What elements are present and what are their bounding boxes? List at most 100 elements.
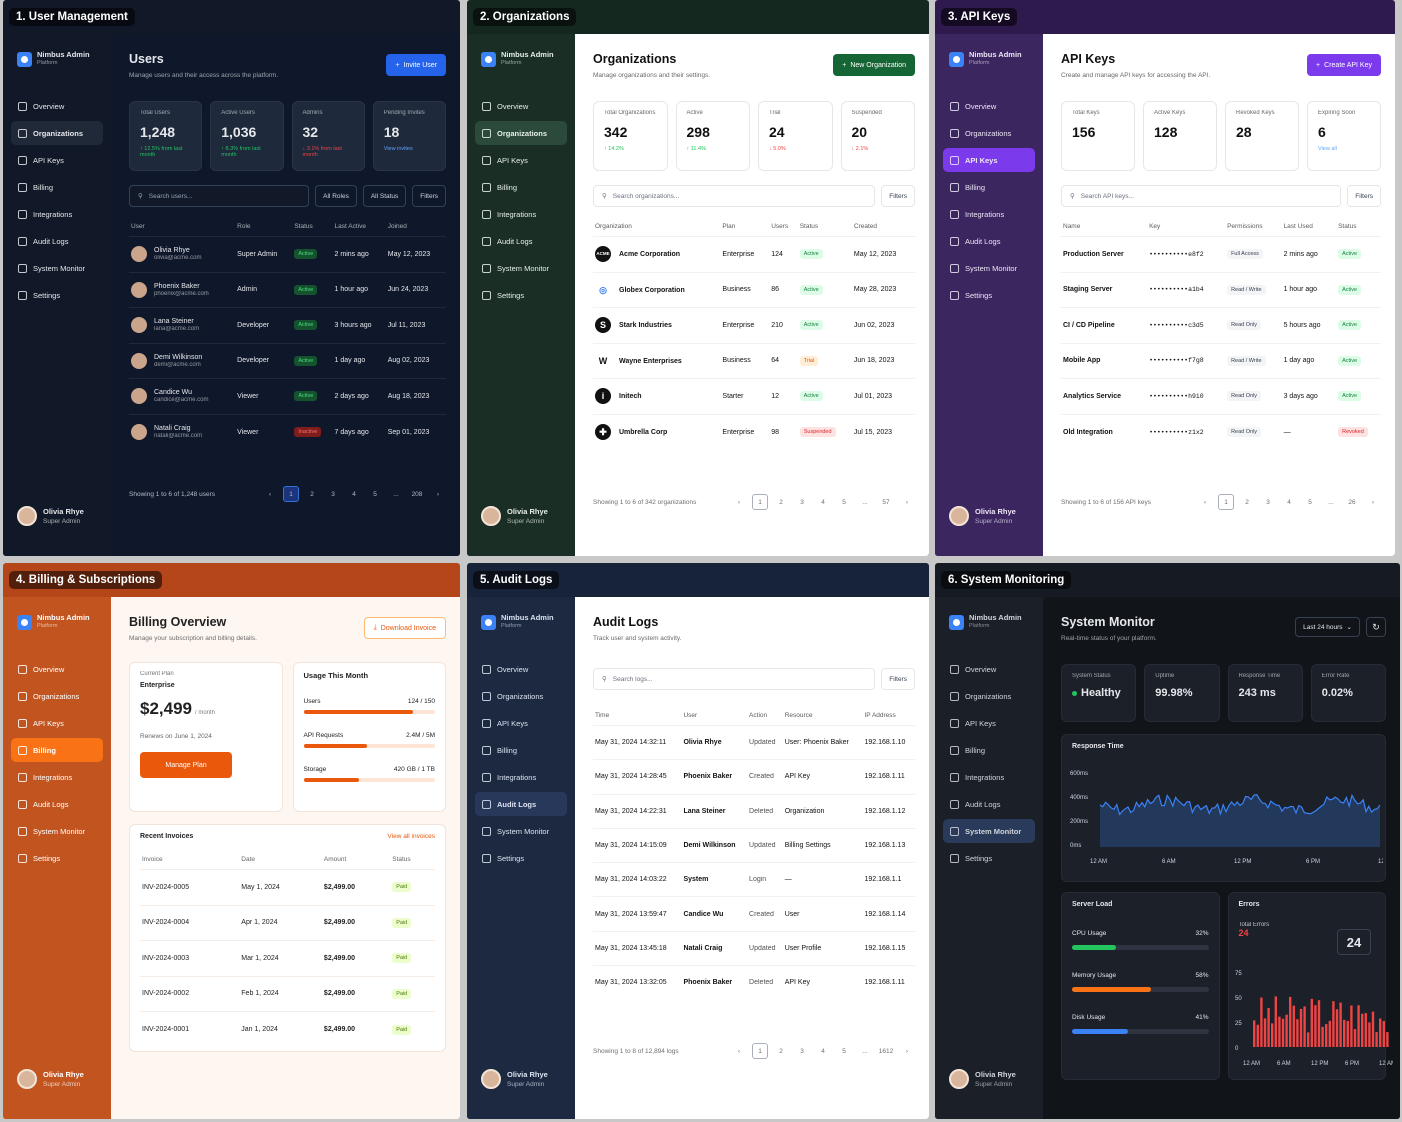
current-user[interactable]: Olivia Rhye Super Admin	[481, 506, 548, 526]
sidebar-item-settings[interactable]: Settings	[475, 283, 567, 307]
filter-f3[interactable]: Filters	[412, 185, 446, 207]
page-button[interactable]: 4	[821, 1047, 825, 1055]
table-row[interactable]: Olivia Rhye olivia@acme.com Super Admin Act…	[129, 236, 446, 273]
brand[interactable]: Nimbus Admin Platform	[949, 48, 1035, 70]
sidebar-item-overview[interactable]: Overview	[943, 657, 1035, 681]
view-all-invoices-link[interactable]: View all invoices	[387, 833, 435, 840]
column-header[interactable]: Status	[294, 223, 313, 230]
page-button[interactable]: 2	[779, 1047, 783, 1055]
table-row[interactable]: May 31, 2024 14:03:22 System Login — 192.168…	[593, 862, 915, 897]
page-button[interactable]: 5	[842, 1047, 846, 1055]
filter-f1[interactable]: Filters	[1347, 185, 1381, 207]
page-button[interactable]: 1	[752, 494, 768, 510]
sidebar-item-billing[interactable]: Billing	[475, 738, 567, 762]
sidebar-item-integrations[interactable]: Integrations	[11, 765, 103, 789]
page-button[interactable]: 3	[331, 490, 335, 498]
column-header[interactable]: Created	[853, 223, 877, 230]
sidebar-item-audit-logs[interactable]: Audit Logs	[475, 792, 567, 816]
column-header[interactable]: Resource	[784, 712, 813, 719]
table-row[interactable]: May 31, 2024 13:59:47 Candice Wu Created Us…	[593, 896, 915, 931]
current-user[interactable]: Olivia Rhye Super Admin	[949, 506, 1016, 526]
column-header[interactable]: User	[131, 223, 145, 230]
filter-f1[interactable]: Filters	[881, 668, 915, 690]
table-row[interactable]: INV-2024-0005 May 1, 2024 $2,499.00 Paid	[140, 869, 435, 906]
sidebar-item-api-keys[interactable]: API Keys	[11, 148, 103, 172]
table-row[interactable]: May 31, 2024 14:15:09 Demi Wilkinson Updat…	[593, 828, 915, 862]
chevron-right-icon[interactable]: ›	[436, 490, 440, 498]
page-button[interactable]: ...	[862, 498, 868, 506]
table-row[interactable]: Lana Steiner lana@acme.com Developer Active…	[129, 307, 446, 344]
current-user[interactable]: Olivia Rhye Super Admin	[481, 1069, 548, 1089]
page-button[interactable]: 3	[1266, 498, 1270, 506]
sidebar-item-overview[interactable]: Overview	[475, 657, 567, 681]
sidebar-item-integrations[interactable]: Integrations	[943, 202, 1035, 226]
page-button[interactable]: 1	[283, 486, 299, 502]
primary-action-button[interactable]: ⤓ Download Invoice	[363, 617, 446, 639]
sidebar-item-audit-logs[interactable]: Audit Logs	[475, 229, 567, 253]
column-header[interactable]: Joined	[387, 223, 407, 230]
page-button[interactable]: 1612	[878, 1047, 894, 1055]
chevron-right-icon[interactable]: ›	[1371, 498, 1375, 506]
current-user[interactable]: Olivia Rhye Super Admin	[949, 1069, 1016, 1089]
column-header[interactable]: Status	[799, 223, 819, 230]
sidebar-item-overview[interactable]: Overview	[11, 94, 103, 118]
sidebar-item-billing[interactable]: Billing	[943, 175, 1035, 199]
sidebar-item-overview[interactable]: Overview	[943, 94, 1035, 118]
current-user[interactable]: Olivia Rhye Super Admin	[17, 506, 84, 526]
table-row[interactable]: i Initech Starter 12 Active Jul 01, 2023	[593, 378, 915, 415]
filter-f1[interactable]: Filters	[881, 185, 915, 207]
column-header[interactable]: Name	[1063, 223, 1081, 230]
sidebar-item-overview[interactable]: Overview	[11, 657, 103, 681]
table-row[interactable]: May 31, 2024 14:22:31 Lana Steiner Deleted…	[593, 794, 915, 828]
brand[interactable]: Nimbus Admin Platform	[481, 611, 567, 633]
sidebar-item-audit-logs[interactable]: Audit Logs	[11, 792, 103, 816]
table-row[interactable]: May 31, 2024 13:32:05 Phoenix Baker Delete…	[593, 965, 915, 1000]
page-button[interactable]: 208	[411, 490, 423, 498]
page-button[interactable]: 2	[1245, 498, 1249, 506]
table-row[interactable]: Candice Wu candice@acme.com Viewer Active 2 …	[129, 378, 446, 415]
time-range-select[interactable]: Last 24 hours ⌄	[1295, 617, 1360, 637]
sidebar-item-billing[interactable]: Billing	[943, 738, 1035, 762]
table-row[interactable]: INV-2024-0001 Jan 1, 2024 $2,499.00 Paid	[140, 1011, 435, 1048]
page-button[interactable]: 4	[1287, 498, 1291, 506]
sidebar-item-organizations[interactable]: Organizations	[11, 684, 103, 708]
brand[interactable]: Nimbus Admin Platform	[17, 611, 103, 633]
sidebar-item-system-monitor[interactable]: System Monitor	[11, 256, 103, 280]
page-button[interactable]: 5	[373, 490, 377, 498]
brand[interactable]: Nimbus Admin Platform	[481, 48, 567, 70]
brand[interactable]: Nimbus Admin Platform	[17, 48, 103, 70]
table-row[interactable]: S Stark Industries Enterprise 210 Active Jun …	[593, 307, 915, 344]
page-button[interactable]: 1	[752, 1043, 768, 1059]
page-button[interactable]: 1	[1218, 494, 1234, 510]
sidebar-item-settings[interactable]: Settings	[475, 846, 567, 870]
page-button[interactable]: 4	[352, 490, 356, 498]
sidebar-item-organizations[interactable]: Organizations	[11, 121, 103, 145]
table-row[interactable]: ✚ Umbrella Corp Enterprise 98 Suspended Jul 1…	[593, 414, 915, 450]
sidebar-item-integrations[interactable]: Integrations	[475, 765, 567, 789]
chevron-left-icon[interactable]: ‹	[268, 490, 272, 498]
table-row[interactable]: CI / CD Pipeline ••••••••••c3d5 Read Only 5…	[1061, 307, 1381, 344]
sidebar-item-organizations[interactable]: Organizations	[943, 121, 1035, 145]
column-header[interactable]: Plan	[722, 223, 736, 230]
table-row[interactable]: May 31, 2024 13:45:18 Natali Craig Updated…	[593, 931, 915, 965]
table-row[interactable]: May 31, 2024 14:28:45 Phoenix Baker Create…	[593, 759, 915, 794]
page-button[interactable]: 57	[882, 498, 890, 506]
sidebar-item-system-monitor[interactable]: System Monitor	[475, 819, 567, 843]
page-button[interactable]: 26	[1348, 498, 1356, 506]
filter-f2[interactable]: All Status	[362, 185, 407, 207]
table-row[interactable]: W Wayne Enterprises Business 64 Trial Jun 18,…	[593, 343, 915, 379]
table-row[interactable]: INV-2024-0003 Mar 1, 2024 $2,499.00 Paid	[140, 940, 435, 977]
table-row[interactable]: INV-2024-0004 Apr 1, 2024 $2,499.00 Paid	[140, 905, 435, 941]
sidebar-item-api-keys[interactable]: API Keys	[943, 148, 1035, 172]
stat-delta[interactable]: View all	[1318, 146, 1337, 152]
sidebar-item-overview[interactable]: Overview	[475, 94, 567, 118]
table-row[interactable]: May 31, 2024 14:32:11 Olivia Rhye Updated U…	[593, 725, 915, 760]
table-row[interactable]: Phoenix Baker phoenix@acme.com Admin Active…	[129, 272, 446, 308]
sidebar-item-billing[interactable]: Billing	[475, 175, 567, 199]
sidebar-item-system-monitor[interactable]: System Monitor	[11, 819, 103, 843]
sidebar-item-api-keys[interactable]: API Keys	[943, 711, 1035, 735]
sidebar-item-audit-logs[interactable]: Audit Logs	[11, 229, 103, 253]
sidebar-item-organizations[interactable]: Organizations	[943, 684, 1035, 708]
sidebar-item-settings[interactable]: Settings	[943, 846, 1035, 870]
sidebar-item-organizations[interactable]: Organizations	[475, 121, 567, 145]
